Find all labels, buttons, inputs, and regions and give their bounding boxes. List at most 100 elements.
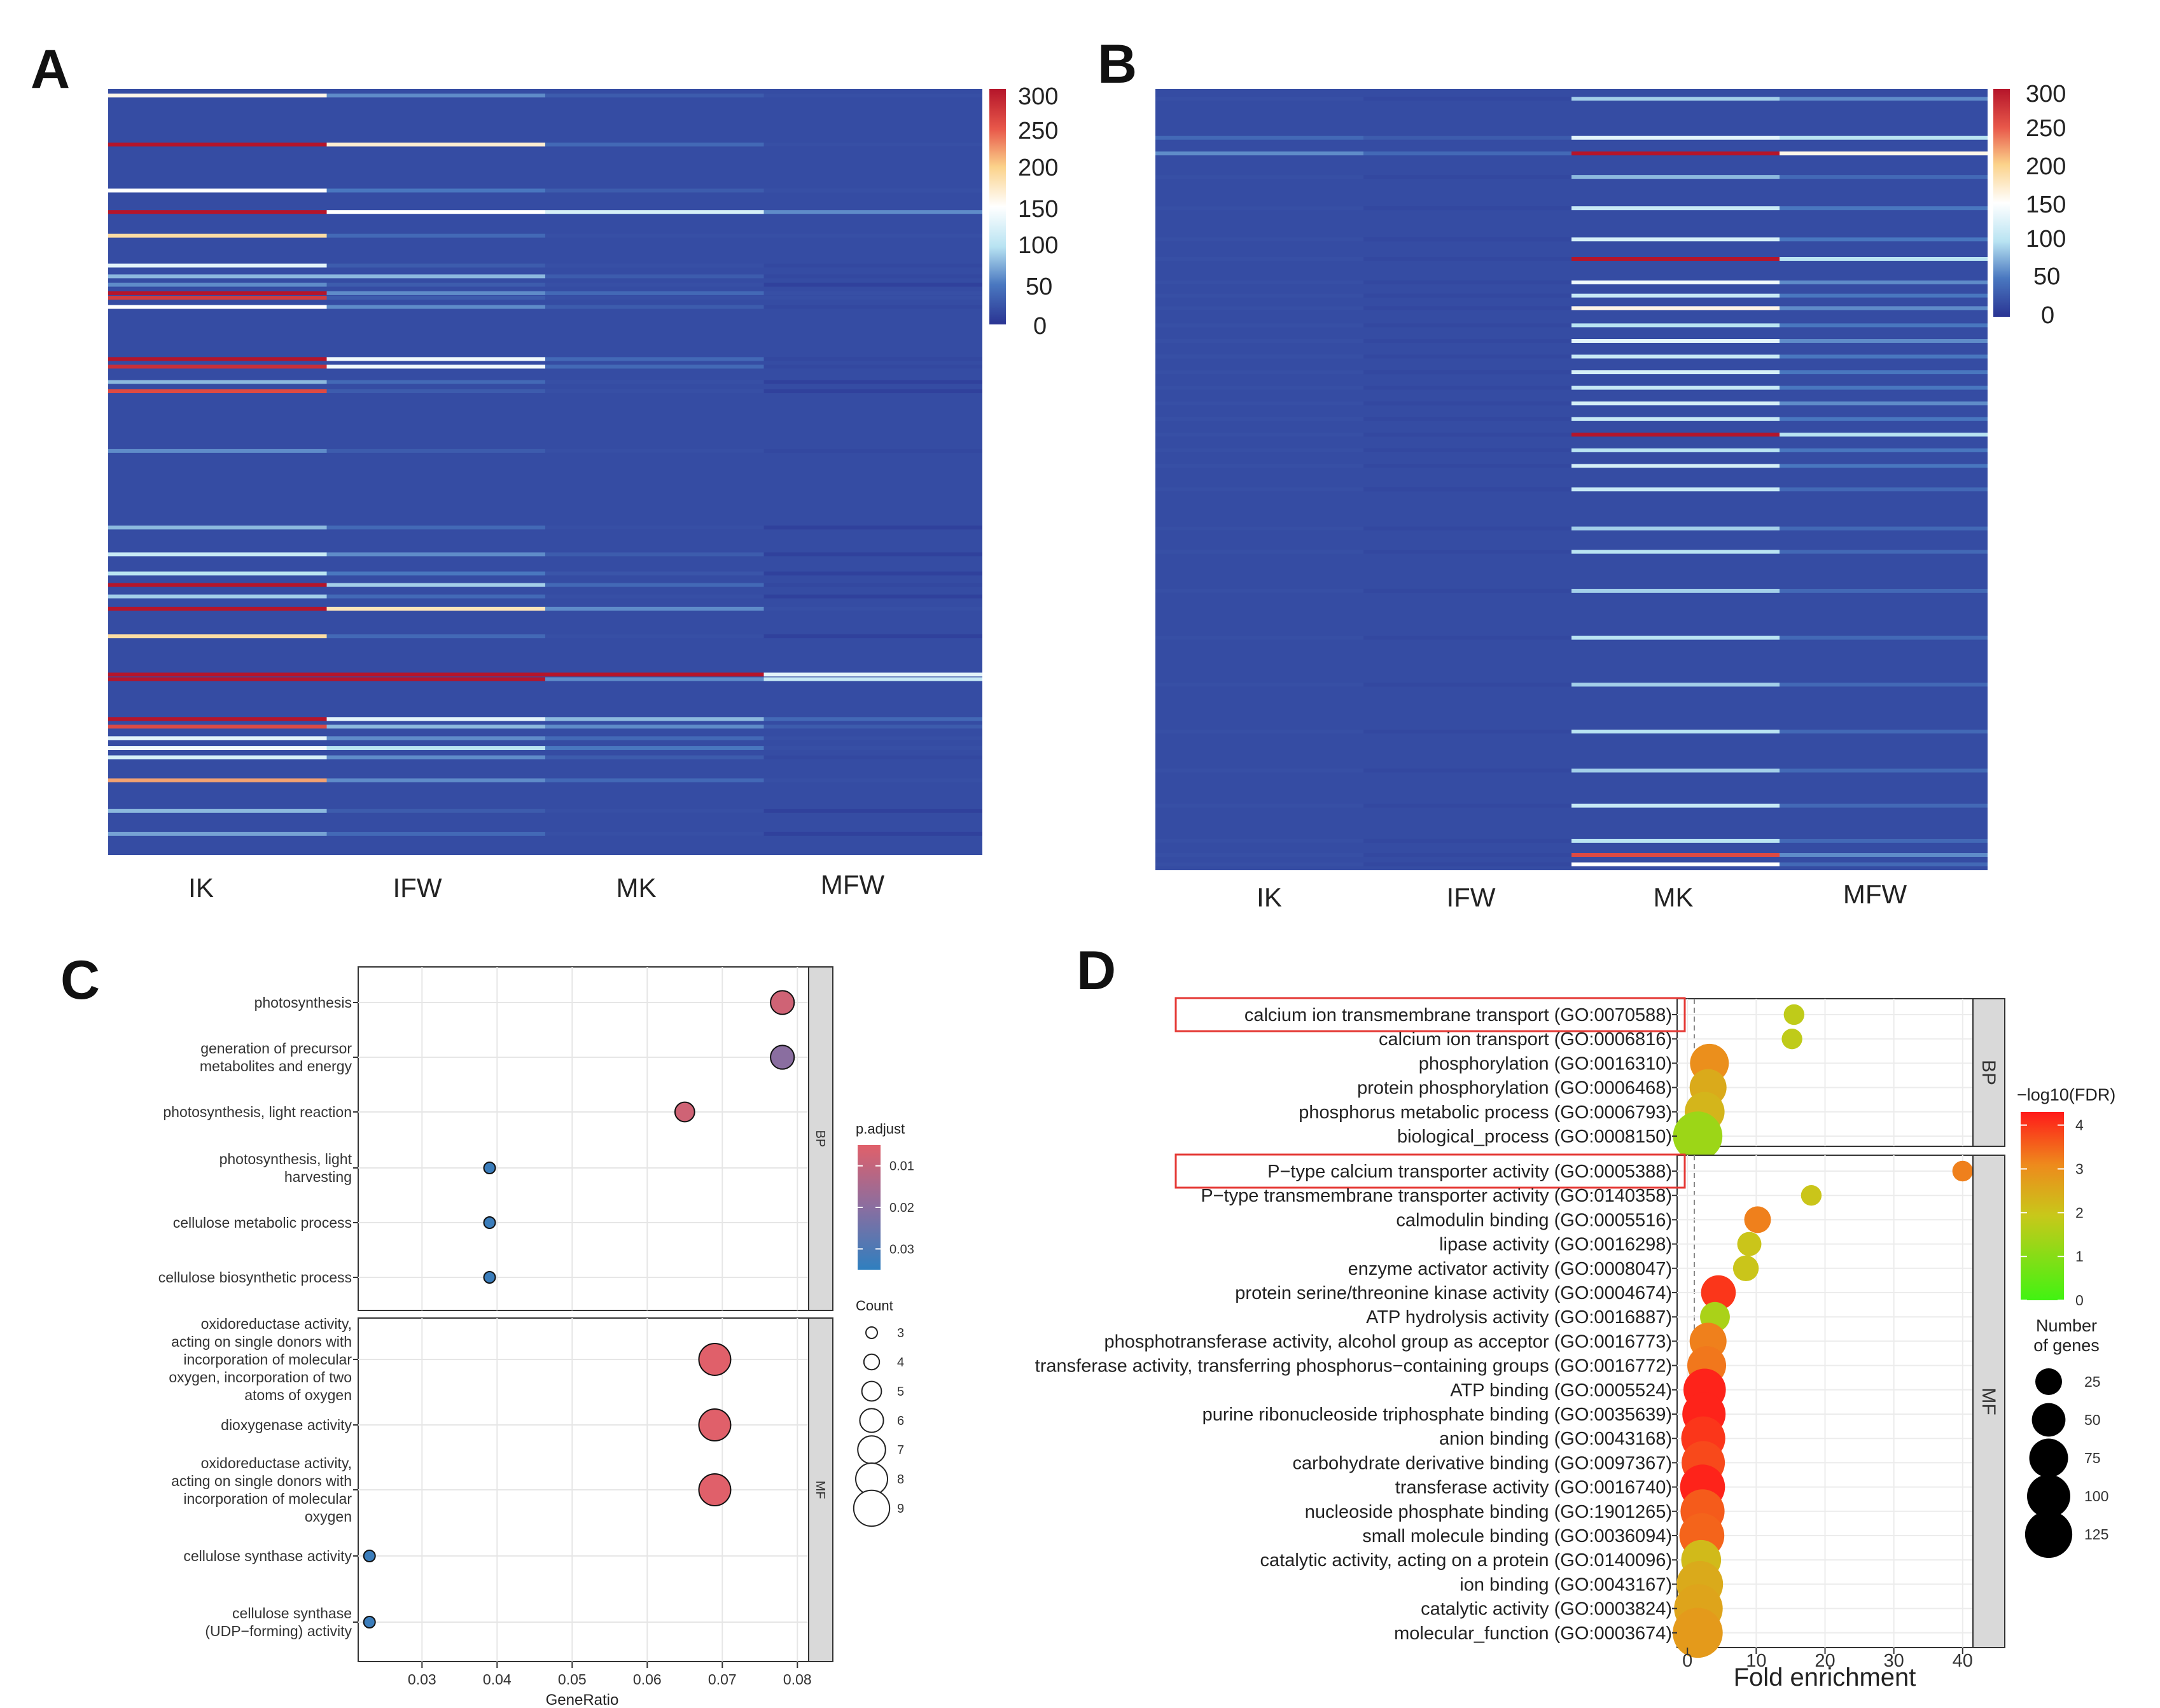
- heatmap-cell: [545, 672, 764, 677]
- panel-d-highlight-box: [1174, 997, 1686, 1032]
- heatmap-cell: [1155, 487, 1363, 492]
- panel-c-grid-bp: [358, 967, 809, 1310]
- heatmap-cell: [108, 778, 327, 782]
- heatmap-cell: [326, 365, 545, 369]
- heatmap-cell: [108, 672, 327, 677]
- heatmap-cell: [1780, 683, 1988, 687]
- panel-b-col-label: IK: [1257, 882, 1282, 912]
- heatmap-cell: [1363, 526, 1571, 531]
- heatmap-cell: [545, 778, 764, 782]
- panel-d-points-mf: [1673, 1160, 1973, 1658]
- heatmap-cell: [1363, 354, 1571, 359]
- heatmap-cell: [1155, 683, 1363, 687]
- heatmap-cell: [1155, 730, 1363, 733]
- heatmap-cell: [1571, 433, 1780, 437]
- panel-d-genes-label: 50: [2084, 1412, 2101, 1428]
- heatmap-cell: [326, 142, 545, 147]
- panel-d-fdr-tick: 1: [2075, 1248, 2084, 1265]
- heatmap-cell: [545, 282, 764, 287]
- heatmap-cell: [763, 389, 982, 393]
- heatmap-cell: [1363, 385, 1571, 390]
- heatmap-background: [1155, 89, 1988, 870]
- heatmap-cell: [763, 583, 982, 587]
- heatmap-cell: [1571, 838, 1780, 843]
- panel-c-xtick-label: 0.04: [483, 1671, 512, 1688]
- heatmap-cell: [108, 606, 327, 611]
- heatmap-cell: [1155, 862, 1363, 866]
- heatmap-cell: [108, 357, 327, 361]
- panel-d-point: [1744, 1206, 1771, 1233]
- heatmap-cell: [108, 525, 327, 530]
- panel-c-point: [770, 1045, 795, 1070]
- panel-c-term-label: cellulose metabolic process: [173, 1214, 352, 1231]
- heatmap-cell: [1780, 803, 1988, 808]
- panel-c-grid-mf: [358, 1318, 809, 1662]
- panel-c-point: [483, 1271, 496, 1284]
- panel-c-facet-bp: BP: [358, 966, 833, 1311]
- panel-d-term-label: molecular_function (GO:0003674): [1394, 1623, 1672, 1644]
- heatmap-cell: [1780, 135, 1988, 140]
- panel-d-term-label: transferase activity, transferring phosp…: [1035, 1356, 1672, 1377]
- heatmap-cell: [108, 274, 327, 279]
- panel-d-term-label: ion binding (GO:0043167): [1460, 1574, 1672, 1595]
- panel-c-count-label: 9: [897, 1502, 904, 1516]
- panel-d-points-bp: [1673, 1004, 1804, 1161]
- heatmap-cell: [326, 677, 545, 681]
- panel-d-facet-bp: BP: [1673, 998, 2005, 1161]
- panel-a: A IK IFW MK MFW 300 250 200 150 100 50 0: [31, 39, 1058, 903]
- panel-c-padj-tick: 0.03: [889, 1242, 914, 1256]
- panel-c-points-mf: [363, 1343, 732, 1628]
- heatmap-cell: [1571, 853, 1780, 857]
- heatmap-cell: [763, 291, 982, 295]
- panel-d-genes-key: [2027, 1475, 2070, 1518]
- panel-a-colorbar-gradient: [989, 89, 1006, 324]
- panel-d-point: [1781, 1029, 1802, 1050]
- heatmap-cell: [108, 831, 327, 836]
- panel-d-term-label: anion binding (GO:0043168): [1439, 1429, 1672, 1449]
- panel-d-genes-label: 125: [2084, 1526, 2108, 1543]
- heatmap-cell: [1780, 354, 1988, 359]
- panel-c-count-key: [865, 1326, 878, 1339]
- heatmap-cell: [326, 746, 545, 750]
- heatmap-cell: [108, 448, 327, 453]
- heatmap-cell: [545, 233, 764, 238]
- panel-c-term-label: incorporation of molecular: [183, 1490, 352, 1507]
- heatmap-cell: [763, 448, 982, 453]
- heatmap-cell: [545, 606, 764, 611]
- heatmap-cell: [1780, 838, 1988, 843]
- panel-d-term-label: biological_process (GO:0008150): [1397, 1127, 1672, 1147]
- panel-d-genes-key: [2031, 1403, 2066, 1437]
- heatmap-cell: [545, 448, 764, 453]
- heatmap-cell: [326, 552, 545, 557]
- heatmap-cell: [1780, 487, 1988, 492]
- heatmap-cell: [545, 389, 764, 393]
- heatmap-cell: [545, 755, 764, 760]
- heatmap-cell: [1155, 354, 1363, 359]
- heatmap-cell: [1780, 550, 1988, 554]
- panel-c-count-key: [853, 1489, 891, 1527]
- heatmap-cell: [326, 357, 545, 361]
- heatmap-cell: [108, 365, 327, 369]
- heatmap-cell: [763, 94, 982, 98]
- panel-c-padj-tick: 0.02: [889, 1201, 914, 1215]
- heatmap-cell: [1155, 464, 1363, 468]
- panel-c-xtick-label: 0.07: [708, 1671, 737, 1688]
- heatmap-cell: [1155, 385, 1363, 390]
- heatmap-cell: [1571, 206, 1780, 211]
- panel-d-point: [1673, 1111, 1723, 1161]
- panel-c-term-labels: photosynthesis generation of precursormet…: [158, 994, 358, 1639]
- heatmap-cell: [108, 746, 327, 750]
- heatmap-cell: [545, 305, 764, 309]
- panel-d-term-label: lipase activity (GO:0016298): [1439, 1235, 1672, 1255]
- heatmap-cell: [1155, 339, 1363, 343]
- panel-d-genes-key: [2024, 1510, 2073, 1559]
- heatmap-cell: [763, 755, 982, 760]
- heatmap-cell: [545, 263, 764, 268]
- heatmap-cell: [1363, 683, 1571, 687]
- heatmap-cell: [1780, 635, 1988, 640]
- panel-d-xtick-label: 40: [1953, 1651, 1973, 1671]
- panel-c-count-label: 4: [897, 1356, 904, 1370]
- panel-c-count-legend: 3 4 5 6 7 8 9: [853, 1326, 904, 1527]
- heatmap-cell: [545, 357, 764, 361]
- heatmap-cell: [1780, 97, 1988, 101]
